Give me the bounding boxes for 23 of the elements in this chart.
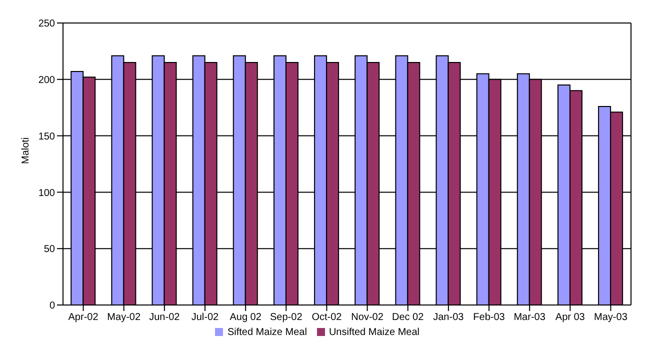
legend-label: Unsifted Maize Meal bbox=[328, 327, 420, 338]
x-tick-label: Jan-03 bbox=[433, 312, 464, 324]
x-tick-label: Jul-02 bbox=[191, 312, 220, 324]
x-tick-label: Aug 02 bbox=[230, 312, 262, 324]
y-tick-label: 100 bbox=[38, 188, 56, 199]
x-tick-label: Apr-02 bbox=[68, 312, 99, 324]
x-tick-label: Oct-02 bbox=[312, 312, 342, 324]
x-tick-label: Feb-03 bbox=[473, 312, 506, 324]
y-tick-label: 0 bbox=[49, 300, 56, 312]
x-tick-label: Apr 03 bbox=[555, 312, 586, 324]
y-tick-label: 250 bbox=[38, 18, 56, 30]
x-tick-label: May-02 bbox=[107, 312, 141, 324]
x-tick-label: May-03 bbox=[594, 312, 628, 324]
y-tick-label: 200 bbox=[38, 74, 56, 86]
x-tick-label: Jun-02 bbox=[149, 312, 180, 324]
x-tick-label: Nov-02 bbox=[351, 312, 384, 324]
y-tick-label: 150 bbox=[38, 131, 56, 142]
x-tick-label: Sep-02 bbox=[270, 312, 303, 324]
y-tick-label: 50 bbox=[44, 244, 56, 256]
y-axis-title: Maloti bbox=[20, 137, 32, 164]
x-tick-label: Mar-03 bbox=[514, 312, 546, 324]
x-tick-label: Dec 02 bbox=[392, 312, 424, 324]
legend-label: Sifted Maize Meal bbox=[227, 327, 307, 338]
